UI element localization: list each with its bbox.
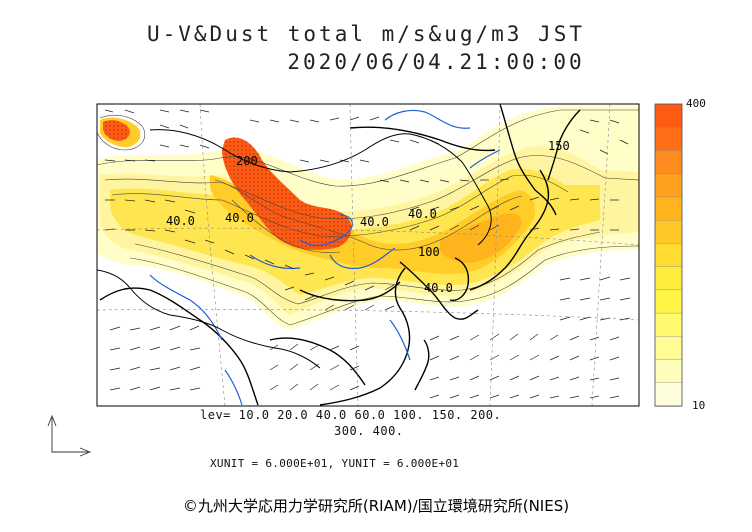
colorbar-swatch [654,336,683,361]
colorbar-swatch [654,219,683,245]
colorbar-frame [654,103,683,407]
colorbar-swatch [654,312,683,338]
axis-indicator-icon [47,414,92,457]
borders [97,129,492,369]
copyright-notice: ©九州大学応用力学研究所(RIAM)/国立環境研究所(NIES) [182,497,570,515]
coastlines [99,104,581,406]
colorbar-swatch [654,382,683,407]
contour-value-labels: 40.0 40.0 40.0 40.0 100 150 40.0 200 [166,139,570,295]
colorbar-swatch [654,243,683,268]
colorbar-swatch [654,150,683,175]
levels-line1: lev= 10.0 20.0 40.0 60.0 100. 150. 200. [200,408,502,422]
colorbar-swatch [654,266,683,291]
colorbar-swatch [654,196,683,221]
unit-scale-text: XUNIT = 6.000E+01, YUNIT = 6.000E+01 [210,457,460,470]
colorbar-swatch [654,359,683,384]
contour-label: 100 [418,245,440,259]
colorbar-min-label: 10 [692,399,706,412]
contour-label: 40.0 [408,207,437,221]
map-title-line2-datetime: 2020/06/04.21:00:00 [287,50,585,74]
colorbar-max-label: 400 [686,97,706,110]
map-frame [96,103,640,407]
contour-label: 40.0 [225,211,254,225]
contour-label: 40.0 [166,214,195,228]
wind-vectors [104,109,631,399]
levels-line2: 300. 400. [334,424,404,438]
colorbar-swatch [654,173,683,198]
map-title-line1: U-V&Dust total m/s&ug/m3 JST [146,22,585,46]
colorbar-swatch [654,127,683,152]
graticule [97,104,639,406]
colorbar-swatch [654,289,683,314]
contour-label: 40.0 [424,281,453,295]
contour-label: 150 [548,139,570,153]
contour-label: 40.0 [360,215,389,229]
colorbar-swatch [654,103,683,128]
contour-label: 200 [236,154,258,168]
colorbar [654,103,683,407]
